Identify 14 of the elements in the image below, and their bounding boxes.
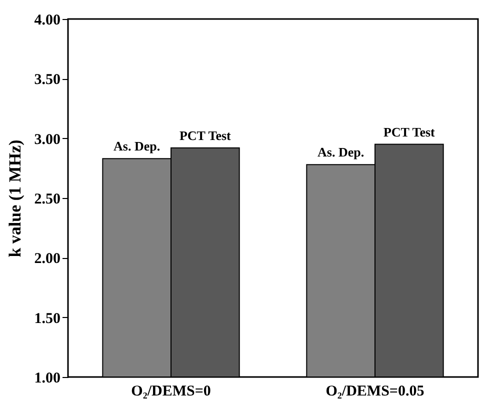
- y-tick-label: 3.00: [34, 132, 60, 148]
- series-label: As. Dep.: [114, 138, 160, 154]
- x-tick-label: O₂/DEMS=0.05: [326, 384, 424, 400]
- text: PCT Test: [383, 124, 435, 140]
- y-tick-label: 2.00: [34, 251, 60, 268]
- y-tick-label: 3.50: [34, 72, 60, 88]
- x-tick-label: O₂/DEMS=0: [131, 384, 211, 400]
- y-tick-label: 1.00: [34, 370, 60, 386]
- y-tick-label: 2.50: [34, 192, 60, 208]
- series-label: PCT Test: [179, 128, 232, 143]
- text: As. Dep.: [318, 144, 364, 160]
- y-tick-label: 4.00: [34, 12, 60, 28]
- y-axis-title: k value (1 MHz): [5, 140, 24, 258]
- y-tick-label: 1.50: [34, 310, 60, 327]
